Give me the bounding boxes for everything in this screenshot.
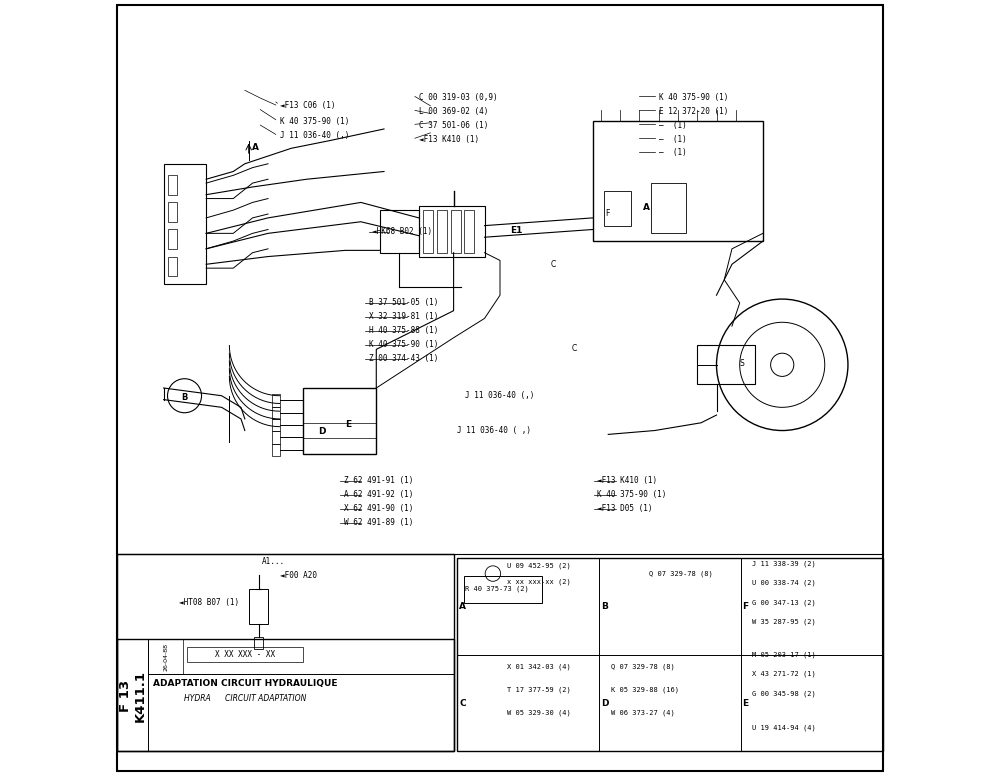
Text: L 00 369-02 (4): L 00 369-02 (4) — [419, 106, 488, 116]
Bar — [451, 210, 461, 253]
Text: J 11 036-40 (,): J 11 036-40 (,) — [280, 131, 349, 140]
Text: A: A — [459, 602, 466, 611]
Bar — [272, 407, 280, 419]
Text: K 40 375-90 (1): K 40 375-90 (1) — [659, 93, 728, 102]
Text: E1: E1 — [510, 227, 522, 235]
Text: W 62 491-89 (1): W 62 491-89 (1) — [344, 518, 413, 527]
Text: M 05 203-17 (1): M 05 203-17 (1) — [752, 652, 816, 658]
Text: X 32 319-81 (1): X 32 319-81 (1) — [369, 313, 438, 321]
Text: E: E — [345, 420, 351, 428]
Bar — [117, 639, 454, 751]
Text: B 37 501-05 (1): B 37 501-05 (1) — [369, 299, 438, 307]
Bar — [187, 647, 303, 663]
Bar — [423, 210, 433, 253]
Text: W 06 373-27 (4): W 06 373-27 (4) — [611, 709, 674, 716]
Text: K 40 375-90 (1): K 40 375-90 (1) — [369, 340, 438, 349]
Text: B: B — [181, 393, 188, 402]
Bar — [303, 388, 376, 454]
Text: K 40 375-90 (1): K 40 375-90 (1) — [597, 490, 667, 499]
Bar — [168, 175, 177, 195]
Bar — [148, 639, 183, 674]
Bar — [168, 230, 177, 249]
Text: ◄HT08 B07 (1): ◄HT08 B07 (1) — [179, 598, 239, 608]
Bar — [464, 576, 542, 603]
Bar — [437, 210, 447, 253]
Text: Z 00 374-43 (1): Z 00 374-43 (1) — [369, 354, 438, 363]
Bar — [380, 210, 419, 253]
Text: x xx xxx-xx (2): x xx xxx-xx (2) — [507, 578, 571, 584]
Text: A: A — [252, 143, 259, 152]
Text: C: C — [459, 698, 466, 708]
Text: Q 07 329-78 (8): Q 07 329-78 (8) — [611, 663, 674, 670]
Bar — [419, 206, 485, 257]
Text: X 43 271-72 (1): X 43 271-72 (1) — [752, 670, 816, 677]
Text: F 13
K411.1: F 13 K411.1 — [119, 670, 147, 722]
Text: Z 62 491-91 (1): Z 62 491-91 (1) — [344, 476, 413, 485]
Text: ADAPTATION CIRCUIT HYDRAULIQUE: ADAPTATION CIRCUIT HYDRAULIQUE — [153, 679, 337, 688]
Text: X XX XXX - XX: X XX XXX - XX — [215, 650, 275, 660]
Text: U 09 452-95 (2): U 09 452-95 (2) — [507, 563, 571, 569]
Bar — [272, 444, 280, 456]
Bar — [249, 589, 268, 624]
Text: G 00 347-13 (2): G 00 347-13 (2) — [752, 599, 816, 606]
Text: Q 07 329-78 (8): Q 07 329-78 (8) — [649, 570, 713, 577]
Text: W 05 329-30 (4): W 05 329-30 (4) — [507, 709, 571, 716]
Bar — [464, 210, 474, 253]
Bar — [651, 183, 686, 234]
Text: F: F — [605, 210, 610, 218]
Bar — [272, 431, 280, 444]
Text: S: S — [740, 359, 744, 369]
Text: A1...: A1... — [262, 557, 285, 566]
Text: W 35 287-95 (2): W 35 287-95 (2) — [752, 618, 816, 625]
Text: U 00 338-74 (2): U 00 338-74 (2) — [752, 580, 816, 587]
Text: C 37 501-06 (1): C 37 501-06 (1) — [419, 120, 488, 130]
Text: D: D — [318, 428, 326, 436]
Text: ◄HK68 B02 (1): ◄HK68 B02 (1) — [372, 227, 433, 237]
Text: D: D — [601, 698, 608, 708]
Text: K 05 329-88 (16): K 05 329-88 (16) — [611, 686, 679, 693]
Bar — [457, 558, 883, 751]
Text: HYDRA      CIRCUIT ADAPTATION: HYDRA CIRCUIT ADAPTATION — [184, 695, 306, 703]
Text: K 40 375-90 (1): K 40 375-90 (1) — [280, 116, 349, 126]
Bar — [272, 394, 280, 407]
Bar — [272, 419, 280, 431]
Text: ◄F13 C06 (1): ◄F13 C06 (1) — [280, 102, 335, 110]
Text: J 11 036-40 (,): J 11 036-40 (,) — [465, 391, 535, 400]
Text: X 62 491-90 (1): X 62 491-90 (1) — [344, 504, 413, 513]
Text: B: B — [601, 602, 608, 611]
Text: U 19 414-94 (4): U 19 414-94 (4) — [752, 725, 816, 732]
Text: G 00 345-98 (2): G 00 345-98 (2) — [752, 690, 816, 697]
Text: H 40 375-88 (1): H 40 375-88 (1) — [369, 326, 438, 335]
Text: E 12 372-20 (1): E 12 372-20 (1) — [659, 106, 728, 116]
Text: –  (1): – (1) — [659, 148, 686, 158]
Text: –  (1): – (1) — [659, 134, 686, 144]
Text: ◄F13 D05 (1): ◄F13 D05 (1) — [597, 504, 653, 513]
Text: E: E — [743, 698, 749, 708]
Bar — [254, 637, 263, 649]
Text: C: C — [550, 260, 556, 268]
Text: C 00 319-03 (0,9): C 00 319-03 (0,9) — [419, 93, 497, 102]
Text: C: C — [572, 344, 577, 353]
Text: A: A — [643, 203, 650, 212]
Text: –  (1): – (1) — [659, 120, 686, 130]
Bar — [168, 257, 177, 276]
Text: R 40 375-73 (2): R 40 375-73 (2) — [465, 586, 529, 592]
Text: A 62 491-92 (1): A 62 491-92 (1) — [344, 490, 413, 499]
Text: ◄F00 A20: ◄F00 A20 — [280, 570, 317, 580]
Bar — [697, 345, 755, 384]
Text: ◄F13 K410 (1): ◄F13 K410 (1) — [597, 476, 658, 485]
Bar — [164, 164, 206, 283]
Text: J 11 036-40 ( ,): J 11 036-40 ( ,) — [457, 426, 531, 435]
Bar — [593, 121, 763, 241]
Text: T 17 377-59 (2): T 17 377-59 (2) — [507, 686, 571, 693]
Bar — [604, 191, 631, 226]
Text: 26-04-88: 26-04-88 — [163, 643, 168, 671]
Text: J 11 338-39 (2): J 11 338-39 (2) — [752, 560, 816, 567]
Text: F: F — [743, 602, 749, 611]
Text: ◄F13 K410 (1): ◄F13 K410 (1) — [419, 134, 479, 144]
Bar — [117, 554, 454, 751]
Bar — [168, 203, 177, 222]
Text: X 01 342-03 (4): X 01 342-03 (4) — [507, 663, 571, 670]
